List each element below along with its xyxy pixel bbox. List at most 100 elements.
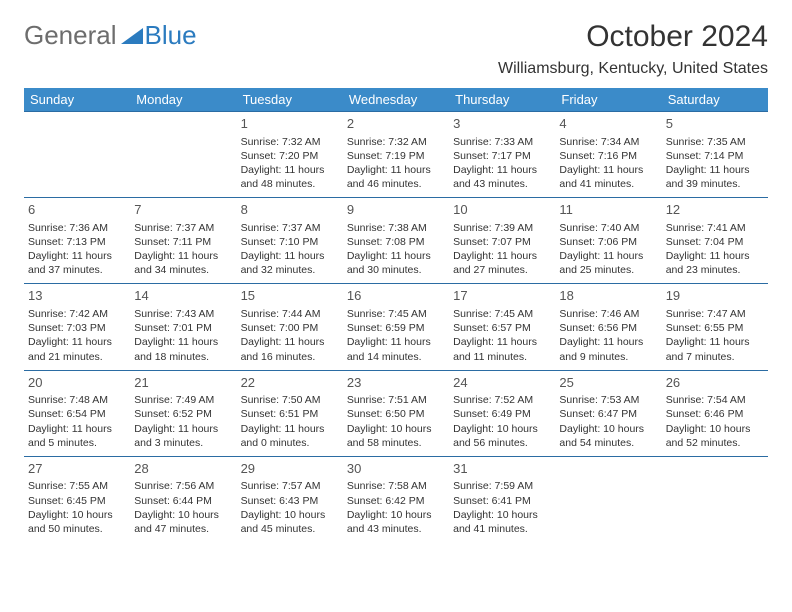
day-header-row: Sunday Monday Tuesday Wednesday Thursday…	[24, 88, 768, 112]
daylight-text: and 43 minutes.	[347, 522, 445, 536]
calendar-cell: 4Sunrise: 7:34 AMSunset: 7:16 PMDaylight…	[555, 112, 661, 198]
calendar-cell: 3Sunrise: 7:33 AMSunset: 7:17 PMDaylight…	[449, 112, 555, 198]
sunrise-text: Sunrise: 7:37 AM	[134, 221, 232, 235]
calendar-cell: 18Sunrise: 7:46 AMSunset: 6:56 PMDayligh…	[555, 284, 661, 370]
day-number: 15	[241, 287, 339, 305]
sunrise-text: Sunrise: 7:44 AM	[241, 307, 339, 321]
sunrise-text: Sunrise: 7:49 AM	[134, 393, 232, 407]
daylight-text: Daylight: 11 hours	[347, 163, 445, 177]
calendar-row: 13Sunrise: 7:42 AMSunset: 7:03 PMDayligh…	[24, 284, 768, 370]
sunrise-text: Sunrise: 7:34 AM	[559, 135, 657, 149]
sunset-text: Sunset: 6:44 PM	[134, 494, 232, 508]
calendar-cell: 6Sunrise: 7:36 AMSunset: 7:13 PMDaylight…	[24, 198, 130, 284]
daylight-text: Daylight: 11 hours	[134, 249, 232, 263]
day-number: 5	[666, 115, 764, 133]
sunset-text: Sunset: 6:46 PM	[666, 407, 764, 421]
daylight-text: and 47 minutes.	[134, 522, 232, 536]
daylight-text: and 52 minutes.	[666, 436, 764, 450]
sunset-text: Sunset: 7:06 PM	[559, 235, 657, 249]
sunset-text: Sunset: 6:42 PM	[347, 494, 445, 508]
sunset-text: Sunset: 7:17 PM	[453, 149, 551, 163]
day-number: 3	[453, 115, 551, 133]
day-number: 27	[28, 460, 126, 478]
sunset-text: Sunset: 7:14 PM	[666, 149, 764, 163]
sunset-text: Sunset: 6:43 PM	[241, 494, 339, 508]
day-number: 18	[559, 287, 657, 305]
sunrise-text: Sunrise: 7:32 AM	[347, 135, 445, 149]
day-number: 2	[347, 115, 445, 133]
sunrise-text: Sunrise: 7:38 AM	[347, 221, 445, 235]
calendar-cell: 21Sunrise: 7:49 AMSunset: 6:52 PMDayligh…	[130, 370, 236, 456]
day-number: 19	[666, 287, 764, 305]
sunset-text: Sunset: 7:19 PM	[347, 149, 445, 163]
calendar-cell: 13Sunrise: 7:42 AMSunset: 7:03 PMDayligh…	[24, 284, 130, 370]
daylight-text: Daylight: 11 hours	[453, 335, 551, 349]
calendar-cell	[130, 112, 236, 198]
daylight-text: and 56 minutes.	[453, 436, 551, 450]
calendar-cell: 17Sunrise: 7:45 AMSunset: 6:57 PMDayligh…	[449, 284, 555, 370]
sunset-text: Sunset: 6:56 PM	[559, 321, 657, 335]
sunset-text: Sunset: 6:55 PM	[666, 321, 764, 335]
daylight-text: Daylight: 11 hours	[453, 163, 551, 177]
sunrise-text: Sunrise: 7:53 AM	[559, 393, 657, 407]
day-number: 14	[134, 287, 232, 305]
logo: General Blue	[24, 20, 197, 51]
logo-text-blue: Blue	[145, 20, 197, 51]
daylight-text: and 0 minutes.	[241, 436, 339, 450]
sunset-text: Sunset: 7:01 PM	[134, 321, 232, 335]
sunrise-text: Sunrise: 7:41 AM	[666, 221, 764, 235]
day-number: 1	[241, 115, 339, 133]
calendar-cell: 22Sunrise: 7:50 AMSunset: 6:51 PMDayligh…	[237, 370, 343, 456]
daylight-text: Daylight: 11 hours	[28, 335, 126, 349]
sunrise-text: Sunrise: 7:37 AM	[241, 221, 339, 235]
sunset-text: Sunset: 6:59 PM	[347, 321, 445, 335]
sunset-text: Sunset: 6:49 PM	[453, 407, 551, 421]
calendar-cell: 30Sunrise: 7:58 AMSunset: 6:42 PMDayligh…	[343, 456, 449, 542]
daylight-text: and 30 minutes.	[347, 263, 445, 277]
sunset-text: Sunset: 6:57 PM	[453, 321, 551, 335]
daylight-text: Daylight: 10 hours	[453, 508, 551, 522]
calendar-cell: 9Sunrise: 7:38 AMSunset: 7:08 PMDaylight…	[343, 198, 449, 284]
sunrise-text: Sunrise: 7:50 AM	[241, 393, 339, 407]
daylight-text: Daylight: 11 hours	[666, 335, 764, 349]
sunrise-text: Sunrise: 7:39 AM	[453, 221, 551, 235]
calendar-cell: 29Sunrise: 7:57 AMSunset: 6:43 PMDayligh…	[237, 456, 343, 542]
daylight-text: Daylight: 11 hours	[134, 335, 232, 349]
daylight-text: Daylight: 11 hours	[666, 163, 764, 177]
sunset-text: Sunset: 6:52 PM	[134, 407, 232, 421]
sunrise-text: Sunrise: 7:45 AM	[347, 307, 445, 321]
sunrise-text: Sunrise: 7:52 AM	[453, 393, 551, 407]
calendar-cell: 28Sunrise: 7:56 AMSunset: 6:44 PMDayligh…	[130, 456, 236, 542]
calendar-cell: 12Sunrise: 7:41 AMSunset: 7:04 PMDayligh…	[662, 198, 768, 284]
calendar-body: 1Sunrise: 7:32 AMSunset: 7:20 PMDaylight…	[24, 112, 768, 543]
calendar-row: 27Sunrise: 7:55 AMSunset: 6:45 PMDayligh…	[24, 456, 768, 542]
sunrise-text: Sunrise: 7:35 AM	[666, 135, 764, 149]
sunrise-text: Sunrise: 7:32 AM	[241, 135, 339, 149]
day-number: 22	[241, 374, 339, 392]
day-number: 21	[134, 374, 232, 392]
sunset-text: Sunset: 7:13 PM	[28, 235, 126, 249]
daylight-text: Daylight: 10 hours	[347, 422, 445, 436]
day-number: 4	[559, 115, 657, 133]
day-number: 16	[347, 287, 445, 305]
logo-text-general: General	[24, 20, 117, 51]
sunrise-text: Sunrise: 7:48 AM	[28, 393, 126, 407]
sunset-text: Sunset: 7:03 PM	[28, 321, 126, 335]
calendar-cell	[662, 456, 768, 542]
daylight-text: Daylight: 10 hours	[28, 508, 126, 522]
daylight-text: and 14 minutes.	[347, 350, 445, 364]
sunset-text: Sunset: 6:51 PM	[241, 407, 339, 421]
sunrise-text: Sunrise: 7:56 AM	[134, 479, 232, 493]
calendar-cell: 26Sunrise: 7:54 AMSunset: 6:46 PMDayligh…	[662, 370, 768, 456]
calendar-row: 20Sunrise: 7:48 AMSunset: 6:54 PMDayligh…	[24, 370, 768, 456]
calendar-cell: 2 Sunrise: 7:32 AMSunset: 7:19 PMDaylight…	[343, 112, 449, 198]
daylight-text: and 41 minutes.	[559, 177, 657, 191]
sunset-text: Sunset: 6:41 PM	[453, 494, 551, 508]
sunrise-text: Sunrise: 7:57 AM	[241, 479, 339, 493]
daylight-text: Daylight: 11 hours	[559, 249, 657, 263]
sunset-text: Sunset: 7:07 PM	[453, 235, 551, 249]
calendar-cell: 14Sunrise: 7:43 AMSunset: 7:01 PMDayligh…	[130, 284, 236, 370]
daylight-text: and 45 minutes.	[241, 522, 339, 536]
day-number: 12	[666, 201, 764, 219]
daylight-text: and 39 minutes.	[666, 177, 764, 191]
